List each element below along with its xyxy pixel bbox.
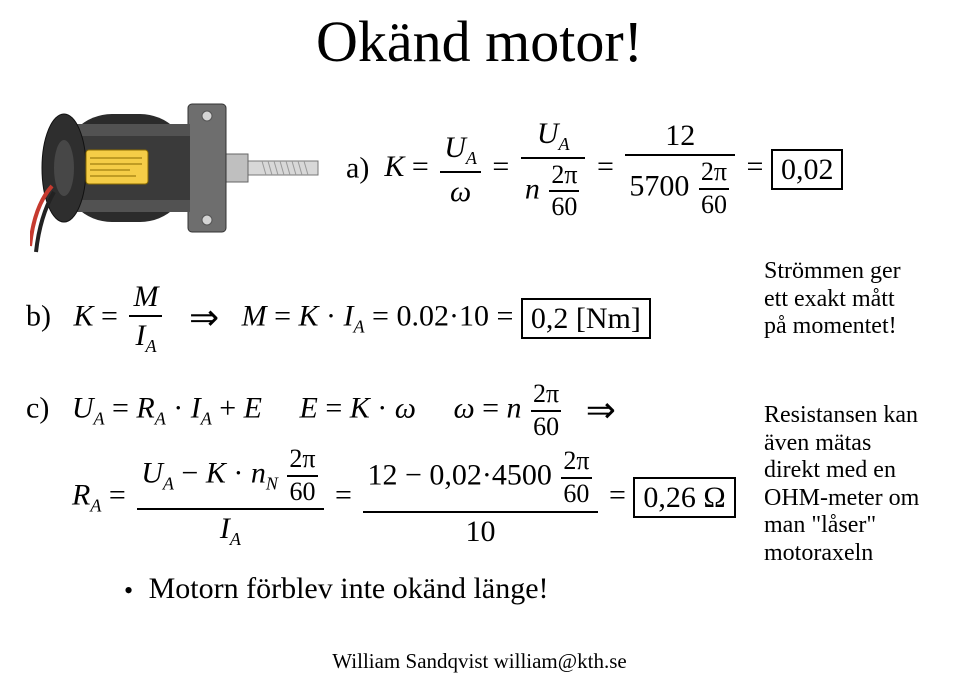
b-calc: 0.02·10 = <box>396 299 513 332</box>
c-numer: 12 − 0,02·4500 <box>367 459 551 492</box>
page-title: Okänd motor! <box>0 8 959 75</box>
result-c: 0,26 Ω <box>633 477 735 518</box>
statement-text: Motorn förblev inte okänd länge! <box>149 572 549 605</box>
result-b: 0,2 [Nm] <box>521 298 651 339</box>
statement: • Motorn förblev inte okänd länge! <box>124 572 549 605</box>
note-current: Strömmen ger ett exakt mått på momentet! <box>764 258 901 341</box>
label-b: b) <box>26 299 51 332</box>
equation-a: a) K = UA ω = UA n 2π 60 = 12 5700 <box>346 118 843 223</box>
label-a: a) <box>346 151 369 184</box>
motor-illustration <box>30 76 320 271</box>
sixty: 60 <box>549 193 579 222</box>
denom-5700: 5700 <box>629 170 689 203</box>
result-a: 0,02 <box>771 149 844 190</box>
equation-c-line2: RA = UA − K · nN 2π 60 IA = 12 − 0,02·45… <box>72 445 736 550</box>
equation-b: b) K = M IA ⇒ M = K · IA = 0.02·10 = 0,2… <box>26 280 651 357</box>
numer-12: 12 <box>625 119 735 152</box>
c-denom: 10 <box>363 515 597 548</box>
label-c: c) <box>26 391 49 424</box>
equation-c-line1: c) UA = RA · IA + E E = K · ω ω = n 2π 6… <box>26 380 616 441</box>
footer: William Sandqvist william@kth.se <box>0 649 959 674</box>
bullet-icon: • <box>124 576 133 605</box>
twopi: 2π <box>549 161 579 190</box>
note-resistance: Resistansen kan även mätas direkt med en… <box>764 402 919 568</box>
